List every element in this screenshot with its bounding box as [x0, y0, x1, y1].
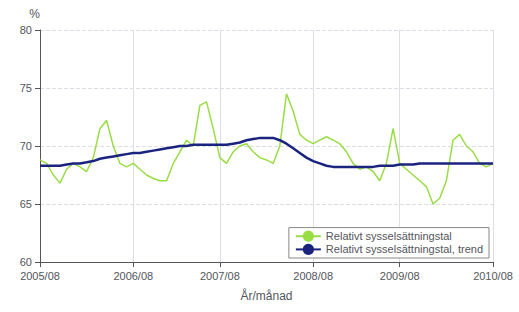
svg-text:2010/08: 2010/08 — [473, 270, 513, 282]
svg-text:2009/08: 2009/08 — [380, 270, 420, 282]
svg-text:2007/08: 2007/08 — [200, 270, 240, 282]
svg-text:%: % — [29, 7, 40, 21]
svg-text:60: 60 — [20, 256, 32, 268]
svg-text:65: 65 — [20, 198, 32, 210]
svg-text:2005/08: 2005/08 — [20, 270, 60, 282]
svg-text:2008/08: 2008/08 — [293, 270, 333, 282]
svg-text:70: 70 — [20, 140, 32, 152]
svg-text:75: 75 — [20, 82, 32, 94]
svg-text:80: 80 — [20, 24, 32, 36]
svg-text:År/månad: År/månad — [240, 288, 292, 303]
svg-text:Relativt sysselsättningstal: Relativt sysselsättningstal — [326, 230, 452, 242]
svg-text:2006/08: 2006/08 — [113, 270, 153, 282]
svg-text:Relativt sysselsättningstal, t: Relativt sysselsättningstal, trend — [326, 243, 483, 255]
